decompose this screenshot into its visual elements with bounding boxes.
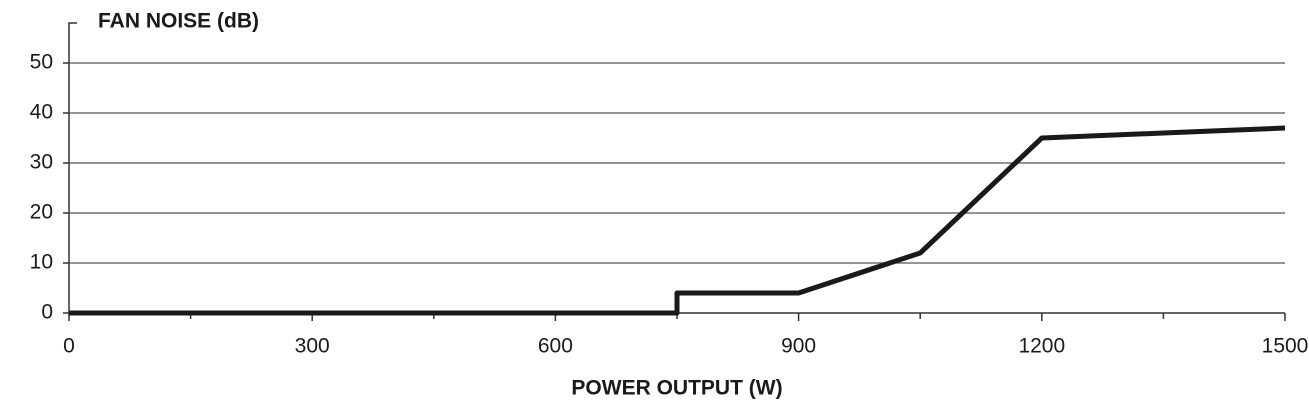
x-tick-label: 600 (538, 335, 573, 358)
x-axis-label: POWER OUTPUT (W) (571, 377, 782, 400)
y-tick-label: 30 (30, 151, 53, 174)
y-tick-label: 20 (30, 201, 53, 224)
x-tick-label: 1500 (1262, 335, 1309, 358)
x-tick-label: 300 (295, 335, 330, 358)
y-tick-label: 40 (30, 101, 53, 124)
y-tick-label: 50 (30, 51, 53, 74)
axes (68, 22, 1285, 314)
x-tick-label: 900 (781, 335, 816, 358)
line (69, 125, 1286, 316)
y-tick-label: 10 (30, 251, 53, 274)
y-axis-label: FAN NOISE (dB) (98, 10, 259, 33)
x-tick-label: 0 (63, 335, 75, 358)
x-tick-label: 1200 (1018, 335, 1065, 358)
y-tick-label: 0 (41, 301, 53, 324)
